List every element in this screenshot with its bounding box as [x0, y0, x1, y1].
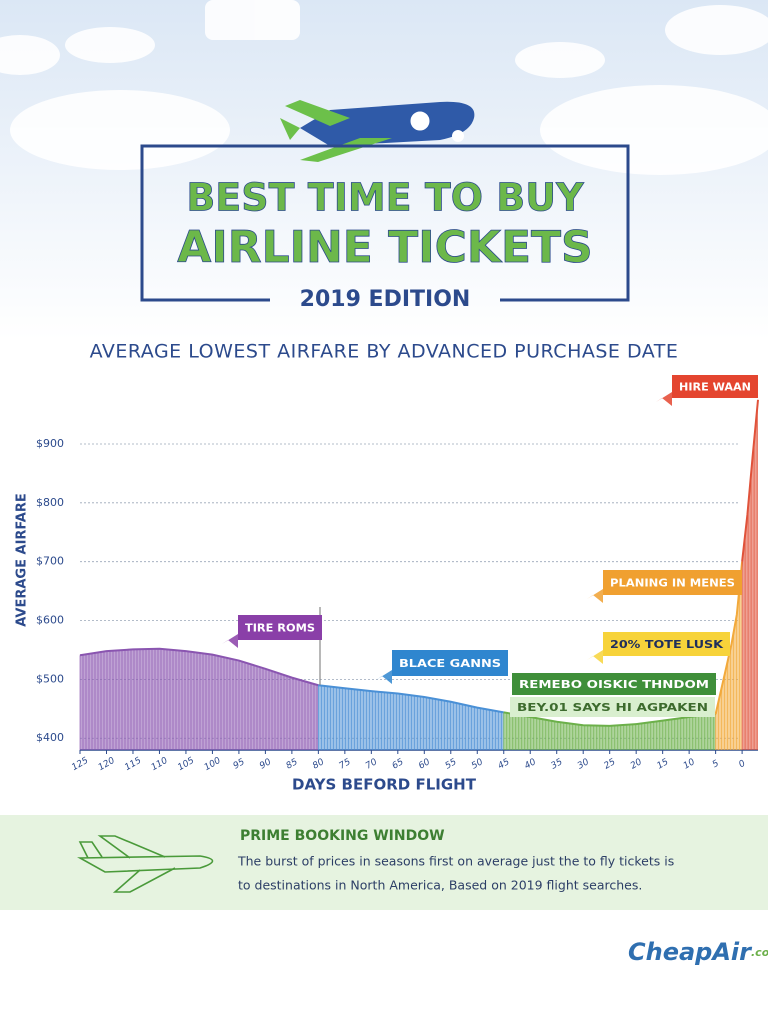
y-tick-label: $900: [36, 437, 64, 450]
flag-tail: [587, 650, 603, 664]
x-tick-label: 40: [523, 757, 538, 772]
y-tick-label: $700: [36, 555, 64, 568]
x-tick-label: 25: [602, 757, 617, 772]
flag-label: BEY.01 SAYS HI AGPAKEN: [517, 701, 708, 714]
x-tick-label: 50: [470, 757, 485, 772]
flag-label: 20% TOTE LUSK: [610, 638, 724, 651]
info-text: The burst of prices in seasons first on …: [237, 854, 674, 869]
logo: CheapAir.com: [628, 938, 768, 966]
x-tick-label: 95: [232, 757, 247, 772]
header-title: BEST TIME TO BUY: [186, 176, 584, 220]
y-tick-label: $600: [36, 614, 64, 627]
flag-label: PLANING IN MENES: [610, 577, 735, 590]
flag: [672, 375, 758, 398]
x-tick-label: 105: [176, 756, 196, 773]
x-tick-label: 60: [417, 757, 432, 772]
logo-brand: CheapAir: [628, 938, 753, 966]
clouds: [0, 0, 768, 175]
x-tick-label: 85: [285, 757, 300, 772]
logo-suffix: .com: [751, 946, 768, 959]
area-line: [79, 647, 319, 687]
x-tick-label: 15: [655, 757, 670, 772]
x-tick-label: 55: [444, 757, 459, 772]
info-box: [0, 815, 768, 910]
x-tick-label: 75: [338, 757, 353, 772]
x-tick-label: 5: [711, 759, 721, 771]
flag: [392, 650, 508, 676]
info-heading: PRIME BOOKING WINDOW: [240, 828, 445, 844]
x-axis-label: DAYS BEFORD FLIGHT: [292, 776, 477, 794]
y-tick-label: $800: [36, 496, 64, 509]
flag-tail: [587, 589, 603, 603]
x-tick-label: 0: [737, 759, 747, 771]
flag-tail: [656, 392, 672, 406]
x-tick-label: 120: [97, 756, 117, 773]
x-tick-label: 30: [576, 757, 591, 772]
area-line: [503, 711, 716, 727]
flag: [512, 673, 716, 695]
x-tick-label: 100: [203, 756, 223, 773]
x-tick-label: 35: [550, 757, 565, 772]
x-tick-label: 115: [123, 756, 143, 773]
flag-label: REMEBO OISKIC THNDOM: [519, 678, 709, 691]
chart-title: AVERAGE LOWEST AIRFARE BY ADVANCED PURCH…: [90, 341, 679, 363]
info-text: to destinations in North America, Based …: [238, 878, 642, 893]
x-tick-label: 45: [497, 757, 512, 772]
x-tick-label: 10: [682, 757, 697, 772]
area-fill: [80, 648, 319, 750]
plane-icon: [280, 100, 475, 162]
x-tick-label: 90: [258, 757, 273, 772]
x-tick-label: 110: [150, 756, 170, 773]
header-frame: [140, 144, 630, 302]
area-line: [318, 684, 504, 714]
info-plane-icon: [77, 835, 214, 893]
flag: [510, 697, 715, 717]
area-line: [741, 399, 759, 562]
flag-tail: [376, 670, 392, 684]
y-tick-label: $500: [36, 672, 64, 685]
flag: [603, 632, 730, 656]
flag-label: TIRE ROMS: [245, 622, 315, 635]
flag-label: BLACE GANNS: [399, 657, 501, 670]
flag-tail: [222, 634, 238, 648]
x-tick-label: 125: [70, 756, 90, 773]
flag: [603, 570, 742, 595]
y-axis-label: AVERAGE AIRFARE: [15, 493, 30, 627]
flag-label: HIRE WAAN: [679, 381, 751, 394]
y-tick-label: $400: [36, 731, 64, 744]
header-title: AIRLINE TICKETS: [177, 222, 592, 273]
flag: [238, 615, 322, 640]
x-tick-label: 20: [629, 757, 644, 772]
edition: 2019 EDITION: [300, 287, 471, 312]
x-tick-label: 70: [364, 757, 379, 772]
area-line: [714, 561, 744, 715]
x-tick-label: 65: [391, 757, 406, 772]
x-tick-label: 80: [311, 757, 326, 772]
area-fill: [742, 399, 758, 750]
